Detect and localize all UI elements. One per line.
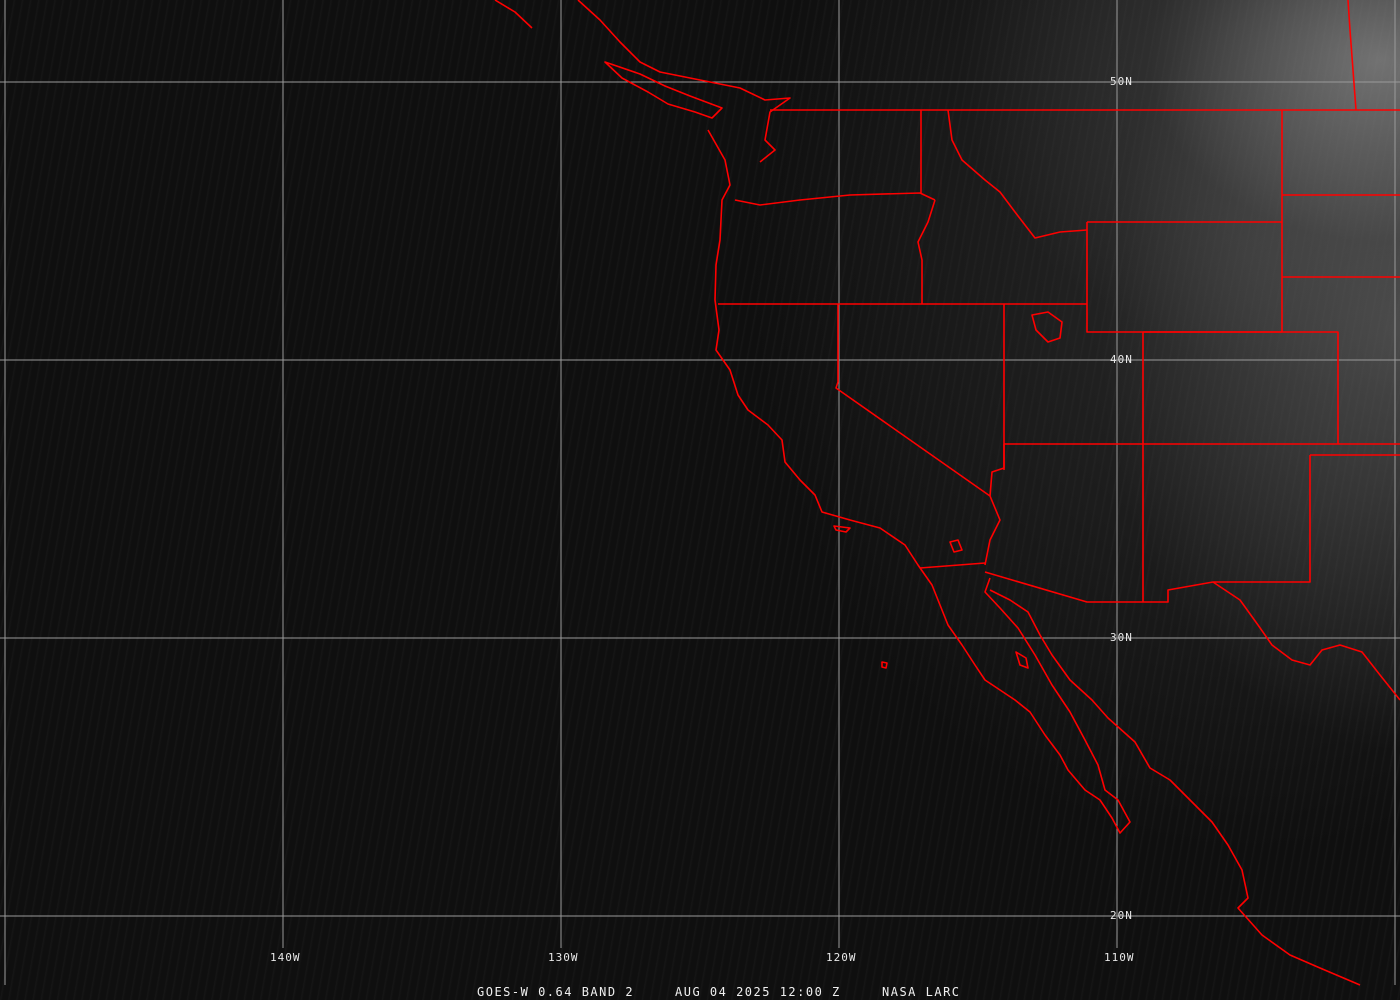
coastline-mexico-mainland: [989, 589, 1361, 986]
border-idaho-montana: [947, 109, 1088, 239]
credit-label: NASA LARC: [882, 985, 961, 999]
isla-guadalupe: [881, 661, 888, 669]
border-manitoba-saskatchewan: [1347, 0, 1357, 111]
coastline-pacific: [707, 129, 1131, 834]
lon-label-110w: 110W: [1104, 951, 1135, 964]
great-salt-lake: [1031, 311, 1063, 343]
product-label: GOES-W 0.64 BAND 2: [477, 985, 635, 999]
lat-label-30n: 30N: [1110, 631, 1133, 644]
lat-label-50n: 50N: [1110, 75, 1133, 88]
vancouver-island: [604, 61, 723, 119]
border-colorado: [1143, 331, 1339, 444]
salton-sea: [949, 539, 963, 553]
channel-islands: [833, 525, 851, 533]
lat-label-40n: 40N: [1110, 353, 1133, 366]
border-rio-grande: [1212, 581, 1400, 701]
border-idaho-wyoming: [1086, 222, 1282, 333]
border-new-mexico-east: [984, 455, 1311, 603]
lon-label-130w: 130W: [548, 951, 579, 964]
datetime-label: AUG 04 2025 12:00 Z: [675, 985, 841, 999]
border-california-nevada: [835, 304, 1001, 566]
lon-label-120w: 120W: [826, 951, 857, 964]
lat-label-20n: 20N: [1110, 909, 1133, 922]
border-washington-oregon: [734, 192, 936, 206]
coastline-british-columbia: [494, 0, 533, 29]
lon-label-140w: 140W: [270, 951, 301, 964]
isla-tiburon: [1015, 651, 1029, 669]
border-arizona-nevada: [989, 444, 1005, 497]
border-oregon-idaho: [917, 199, 936, 304]
image-caption: GOES-W 0.64 BAND 2 AUG 04 2025 12:00 Z N…: [0, 985, 1400, 1000]
coastline-british-columbia: [577, 0, 791, 163]
border-california-mexico: [919, 562, 986, 569]
